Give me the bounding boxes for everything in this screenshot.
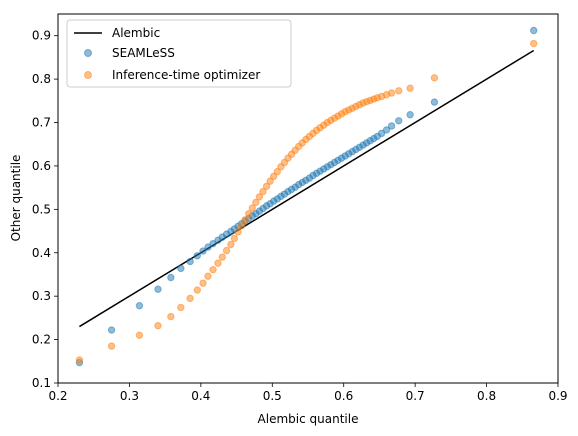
y-tick-label: 0.4	[32, 246, 51, 260]
data-point-inference-time-optimizer	[214, 259, 222, 267]
data-point-inference-time-optimizer	[199, 279, 207, 287]
data-point-seamless	[107, 326, 116, 334]
series-line-alembic	[79, 49, 535, 328]
y-tick-label: 0.5	[32, 202, 51, 216]
data-point-seamless	[186, 257, 194, 266]
y-tick-label: 0.9	[32, 29, 51, 43]
data-point-inference-time-optimizer	[186, 294, 194, 303]
series-layer	[75, 26, 538, 367]
data-point-inference-time-optimizer	[193, 286, 201, 294]
y-tick-label: 0.1	[32, 376, 51, 390]
data-point-inference-time-optimizer	[266, 177, 274, 185]
data-point-inference-time-optimizer	[227, 240, 235, 249]
data-point-inference-time-optimizer	[230, 234, 239, 243]
data-point-inference-time-optimizer	[270, 172, 278, 181]
data-point-seamless	[204, 243, 212, 251]
y-tick-label: 0.6	[32, 159, 51, 173]
data-point-seamless	[209, 239, 217, 248]
axes-frame	[57, 13, 559, 384]
plot-area: 0.2 0.3 0.4 0.5 0.6 0.7 0.8 0.90.10.20.30.40.50…	[32, 13, 568, 403]
x-tick-label: 0.5	[263, 389, 282, 403]
x-tick-label: 0.7	[406, 389, 425, 403]
y-tick-label: 0.7	[32, 116, 51, 130]
data-point-inference-time-optimizer	[430, 74, 439, 82]
data-point-seamless	[199, 247, 207, 255]
data-point-inference-time-optimizer	[237, 222, 246, 230]
data-point-inference-time-optimizer	[387, 89, 396, 97]
axis-ticks: 0.2 0.3 0.4 0.5 0.6 0.7 0.8 0.90.10.20.30.40.50…	[32, 29, 568, 403]
data-point-seamless	[395, 117, 403, 125]
data-point-inference-time-optimizer	[135, 331, 144, 339]
data-point-inference-time-optimizer	[406, 84, 414, 92]
data-point-inference-time-optimizer	[241, 216, 249, 224]
data-point-inference-time-optimizer	[75, 356, 84, 364]
data-point-inference-time-optimizer	[262, 182, 271, 191]
x-tick-label: 0.6	[334, 389, 353, 403]
legend-label-alembic: Alembic	[112, 26, 160, 40]
x-tick-label: 0.9	[548, 389, 567, 403]
x-tick-label: 0.2	[48, 389, 67, 403]
legend-box	[66, 19, 292, 88]
x-tick-label: 0.3	[120, 389, 139, 403]
data-point-inference-time-optimizer	[395, 87, 403, 95]
legend-label-seamless: SEAMLeSS	[112, 46, 175, 60]
legend: Alembic SEAMLeSS Inference-time optimize…	[66, 19, 292, 88]
data-point-inference-time-optimizer	[177, 303, 185, 312]
data-point-inference-time-optimizer	[273, 167, 281, 176]
x-tick-label: 0.8	[477, 389, 496, 403]
data-point-inference-time-optimizer	[107, 342, 116, 350]
legend-label-optimizer: Inference-time optimizer	[112, 68, 260, 82]
data-point-inference-time-optimizer	[154, 321, 162, 330]
data-point-seamless	[135, 302, 144, 310]
y-axis-label: Other quantile	[9, 155, 23, 242]
data-point-seamless	[430, 98, 439, 106]
legend-marker-seamless	[84, 49, 92, 57]
data-point-seamless	[406, 111, 414, 119]
data-point-seamless	[377, 129, 386, 138]
data-point-inference-time-optimizer	[222, 246, 231, 255]
data-point-inference-time-optimizer	[209, 265, 217, 274]
legend-marker-optimizer	[84, 71, 92, 79]
data-point-seamless	[167, 273, 175, 282]
data-point-inference-time-optimizer	[204, 272, 212, 280]
y-tick-label: 0.2	[32, 333, 51, 347]
data-point-inference-time-optimizer	[245, 209, 253, 218]
data-point-inference-time-optimizer	[252, 198, 260, 207]
series-points-inference-time-optimizer	[75, 39, 538, 364]
x-axis-label: Alembic quantile	[258, 412, 359, 426]
data-point-inference-time-optimizer	[167, 312, 175, 321]
data-point-seamless	[387, 122, 396, 130]
data-point-inference-time-optimizer	[234, 228, 242, 236]
data-point-seamless	[154, 285, 162, 293]
y-tick-label: 0.8	[32, 72, 51, 86]
data-point-seamless	[382, 126, 391, 134]
x-tick-label: 0.4	[191, 389, 210, 403]
data-point-inference-time-optimizer	[530, 39, 538, 48]
data-point-inference-time-optimizer	[218, 253, 226, 261]
data-point-seamless	[530, 26, 538, 35]
data-point-inference-time-optimizer	[259, 187, 267, 196]
y-tick-label: 0.3	[32, 289, 51, 303]
data-point-seamless	[177, 264, 185, 273]
data-point-seamless	[193, 252, 201, 260]
data-point-inference-time-optimizer	[248, 204, 256, 212]
data-point-inference-time-optimizer	[255, 193, 264, 201]
